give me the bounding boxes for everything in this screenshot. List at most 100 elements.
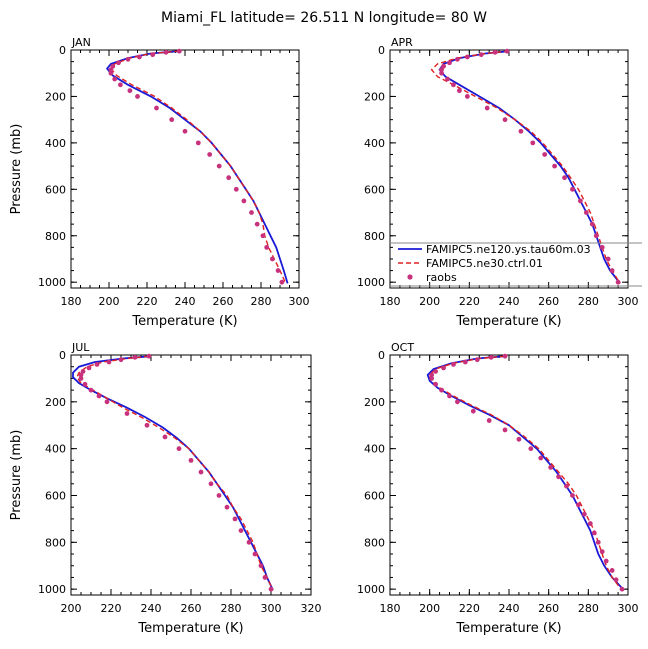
y-tick-label: 200 <box>45 90 66 103</box>
raobs-point <box>208 481 214 487</box>
raobs-point <box>439 70 444 76</box>
plot-frame <box>389 354 629 596</box>
y-tick-label: 400 <box>45 443 66 456</box>
x-tick-label: 200 <box>419 602 440 615</box>
x-tick-label: 180 <box>380 602 401 615</box>
y-tick-label: 1000 <box>38 583 66 596</box>
raobs-point <box>246 539 252 545</box>
raobs-point <box>233 186 239 192</box>
raobs-point <box>118 82 123 88</box>
raobs-point <box>262 575 268 580</box>
series-line-ne30 <box>109 50 287 284</box>
raobs-point <box>116 60 121 66</box>
figure-title: Miami_FL latitude= 26.511 N longitude= 8… <box>161 10 487 26</box>
raobs-point <box>439 67 444 73</box>
series-line-ne30 <box>76 355 274 591</box>
raobs-point <box>216 163 222 169</box>
raobs-point <box>144 422 150 428</box>
raobs-point <box>451 82 456 88</box>
raobs-point <box>264 244 270 250</box>
x-tick-label: 260 <box>181 602 202 615</box>
raobs-point <box>268 586 274 592</box>
raobs-point <box>279 279 285 285</box>
panel-title: OCT <box>391 341 414 354</box>
raobs-point <box>137 54 142 60</box>
x-tick-label: 300 <box>618 295 639 308</box>
x-tick-label: 180 <box>61 295 82 308</box>
x-tick-label: 300 <box>261 602 282 615</box>
raobs-point <box>518 128 524 134</box>
raobs-point <box>470 408 476 414</box>
raobs-point <box>78 372 84 378</box>
raobs-point <box>127 88 133 94</box>
series-line-ne120 <box>426 355 625 591</box>
x-axis-label: Temperature (K) <box>455 621 561 636</box>
raobs-point <box>82 381 88 387</box>
series-line-ne120 <box>105 50 289 284</box>
raobs-point <box>599 244 605 250</box>
raobs-point <box>589 221 595 227</box>
x-tick-label: 220 <box>101 602 122 615</box>
raobs-point <box>530 140 536 146</box>
raobs-point <box>464 94 470 99</box>
raobs-point <box>258 563 264 569</box>
x-tick-label: 320 <box>301 602 322 615</box>
y-tick-label: 1000 <box>38 276 66 289</box>
y-tick-label: 600 <box>364 183 385 196</box>
raobs-point <box>198 469 204 475</box>
raobs-point <box>576 502 581 508</box>
panel-title: APR <box>391 36 413 49</box>
raobs-point <box>599 549 605 555</box>
raobs-point <box>564 483 569 489</box>
raobs-point <box>241 198 247 204</box>
y-tick-label: 200 <box>45 396 66 409</box>
raobs-point <box>106 359 112 365</box>
raobs-point <box>562 175 567 181</box>
raobs-point <box>96 393 102 399</box>
raobs-point <box>195 140 201 146</box>
y-axis-label: Pressure (mb) <box>9 430 24 521</box>
x-axis-label: Temperature (K) <box>137 621 243 636</box>
x-tick-label: 220 <box>137 295 158 308</box>
raobs-point <box>570 186 575 192</box>
raobs-point <box>182 128 188 134</box>
x-tick-label: 240 <box>141 602 162 615</box>
raobs-point <box>112 76 118 82</box>
y-tick-label: 200 <box>364 90 385 103</box>
raobs-point <box>124 411 130 416</box>
panel-jul: JUL 200 220 240 260 280 300 320 0 200 400 600 800 100… <box>9 341 322 636</box>
raobs-point <box>542 152 548 157</box>
legend-label: FAMIPC5.ne120.ys.tau60m.03 <box>426 243 591 256</box>
raobs-point <box>615 279 621 285</box>
panel-apr: APR 180 200 220 240 260 280 300 0 200 400 600 800 100… <box>357 36 639 329</box>
raobs-point <box>445 76 450 82</box>
x-tick-label: 240 <box>175 295 196 308</box>
panel-oct: OCT 180 200 220 240 260 280 300 0 200 400 600 800 100… <box>357 341 639 636</box>
raobs-point <box>254 221 260 227</box>
raobs-point <box>455 56 460 62</box>
raobs-point <box>581 511 587 517</box>
y-tick-label: 600 <box>45 489 66 502</box>
raobs-point <box>176 48 182 54</box>
raobs-point <box>150 52 156 58</box>
raobs-point <box>146 353 152 359</box>
raobs-point <box>176 446 182 452</box>
raobs-point <box>252 551 258 557</box>
raobs-point <box>439 387 444 393</box>
raobs-point <box>125 56 131 62</box>
x-tick-label: 240 <box>499 602 520 615</box>
x-tick-label: 220 <box>459 295 480 308</box>
raobs-point <box>207 152 213 157</box>
raobs-point <box>441 365 446 371</box>
raobs-point <box>492 49 498 55</box>
y-tick-label: 200 <box>364 396 385 409</box>
x-tick-label: 280 <box>221 602 242 615</box>
y-tick-label: 400 <box>364 137 385 150</box>
y-tick-label: 1000 <box>357 583 385 596</box>
raobs-point <box>464 54 470 60</box>
raobs-point <box>605 256 611 262</box>
raobs-point <box>232 516 238 522</box>
raobs-point <box>455 399 460 405</box>
y-tick-label: 800 <box>364 536 385 549</box>
panel-title: JAN <box>71 36 91 49</box>
